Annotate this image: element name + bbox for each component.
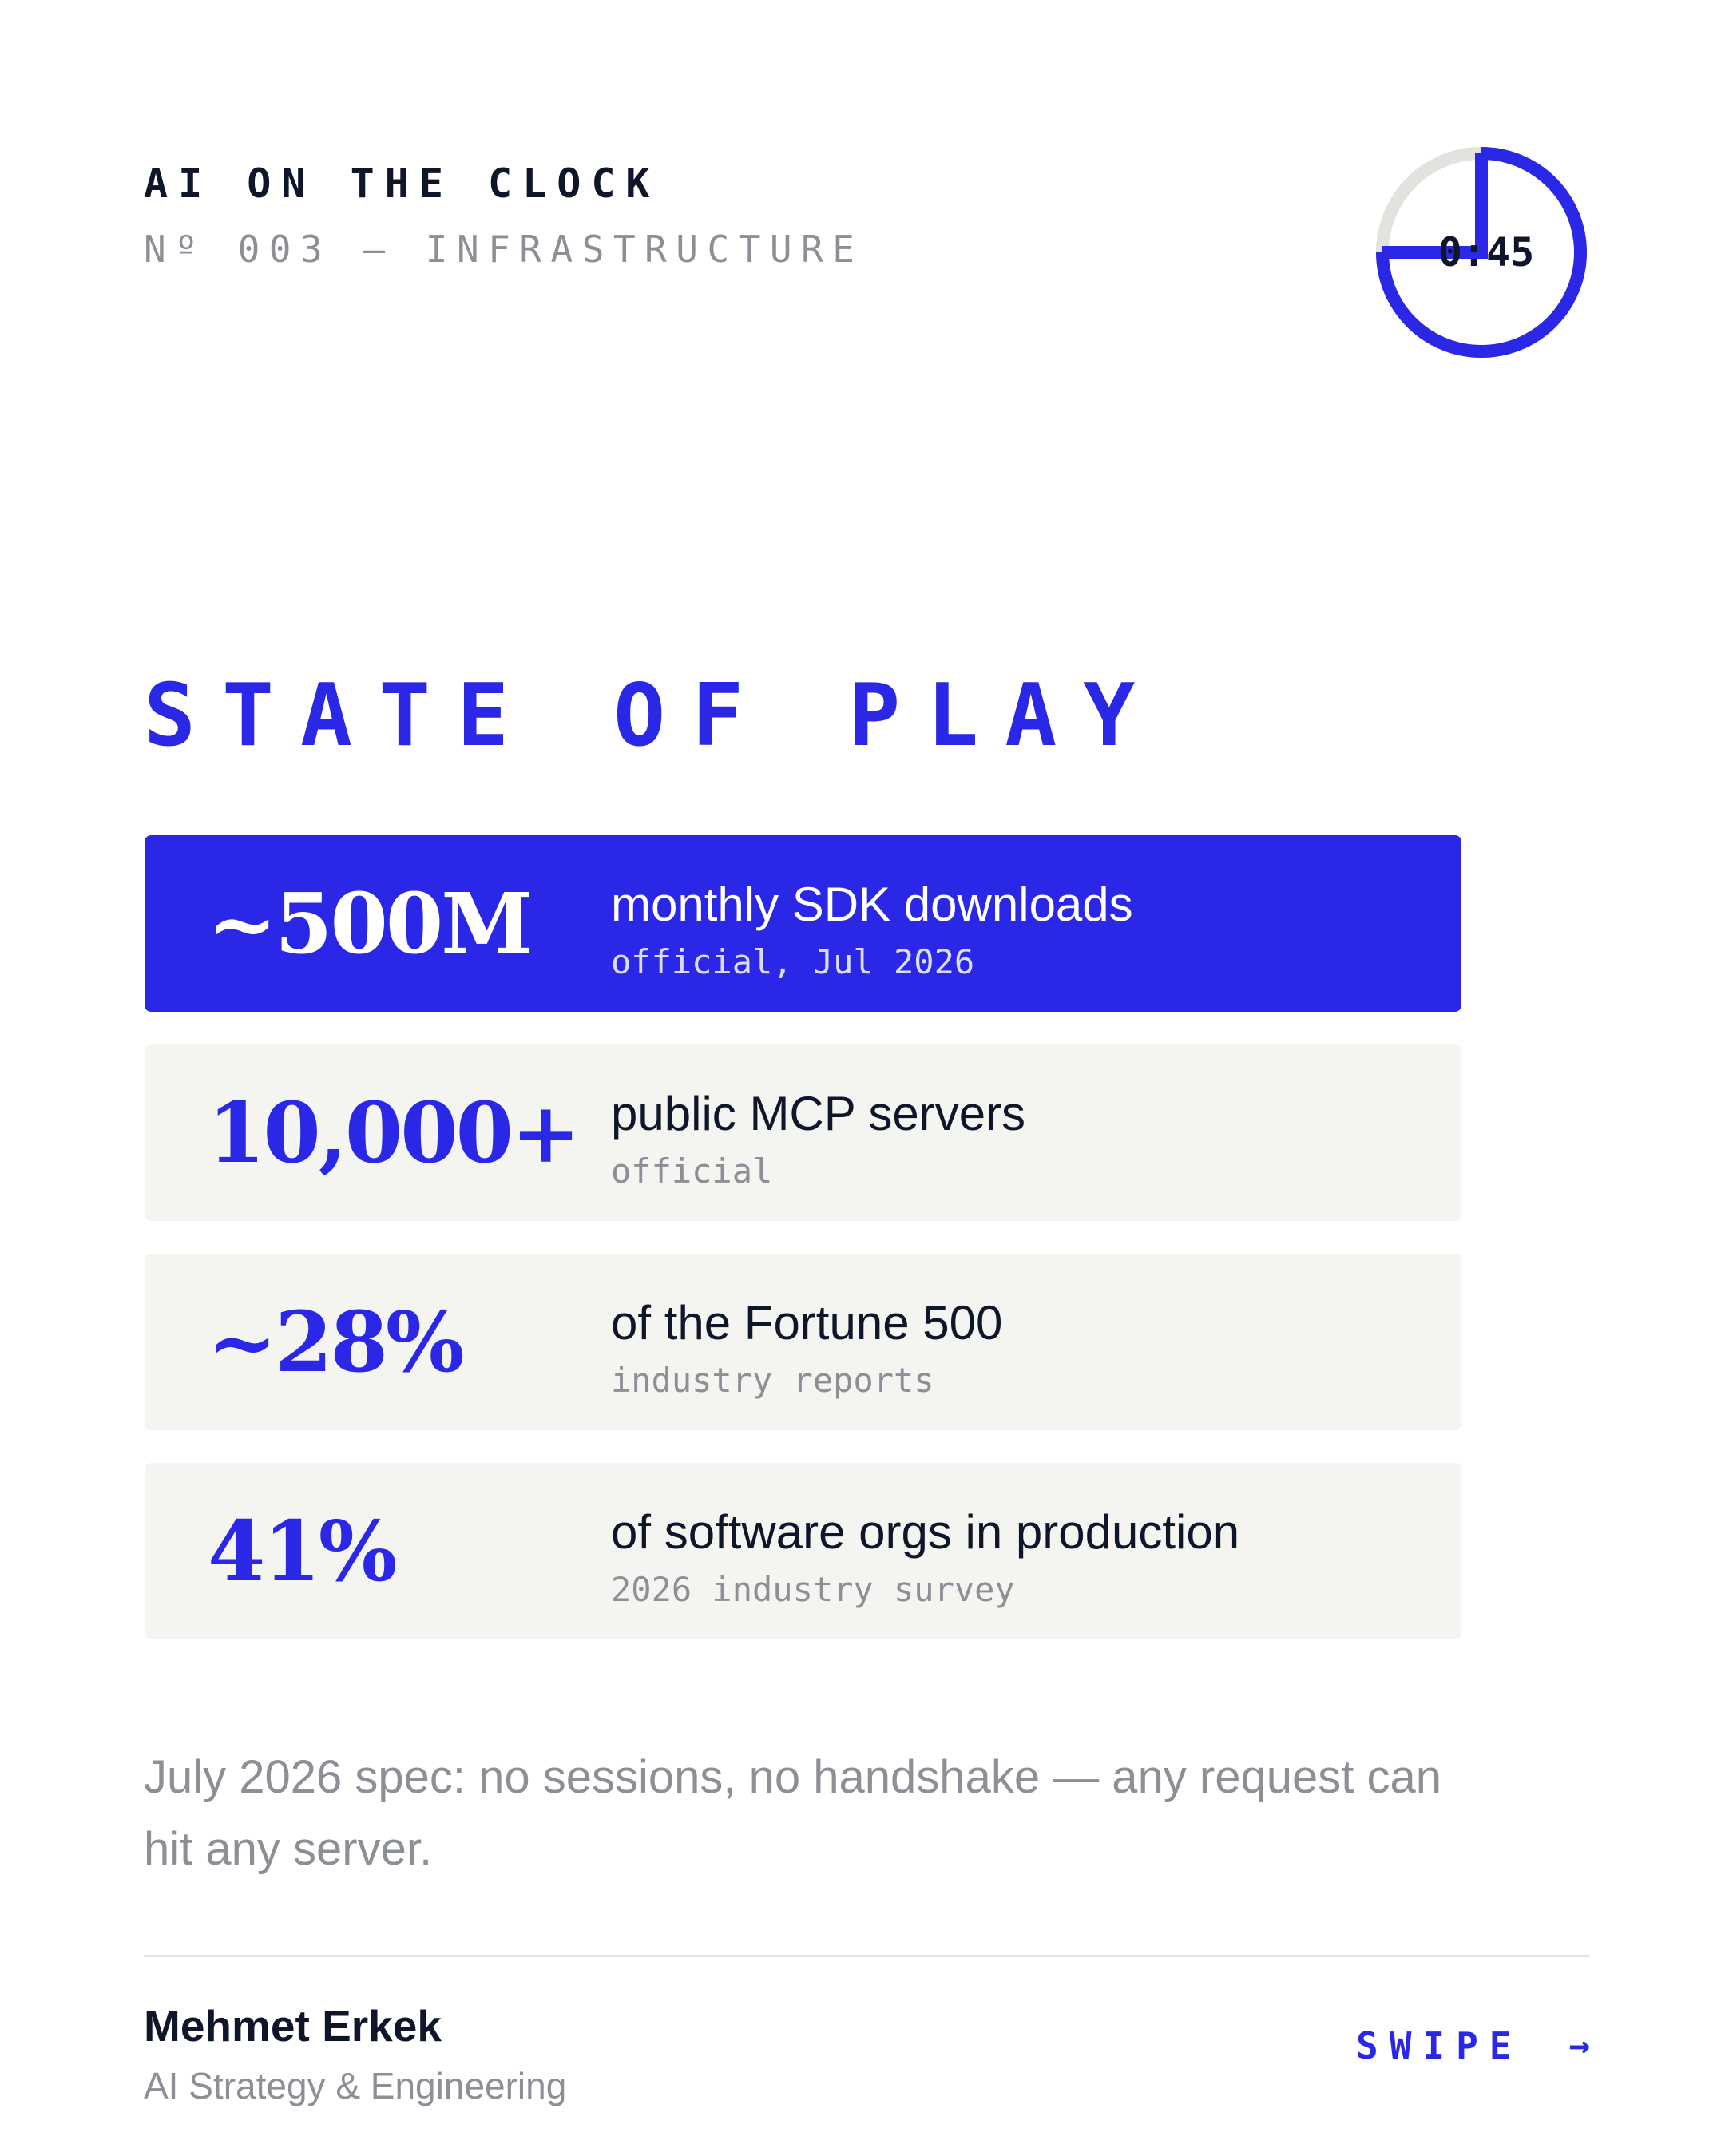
swipe-button[interactable]: SWIPE → (1356, 2023, 1590, 2068)
stat-value: 10,000+ (208, 1084, 581, 1182)
stat-card: 10,000+ public MCP servers official (145, 1044, 1461, 1221)
stat-source: official (611, 1151, 773, 1191)
timer: 0:45 (1373, 144, 1590, 361)
stat-label: public MCP servers (611, 1087, 1026, 1140)
stat-label: of the Fortune 500 (611, 1296, 1003, 1349)
series-title: AI ON THE CLOCK (144, 161, 660, 207)
stat-label: of software orgs in production (611, 1505, 1240, 1559)
author-name: Mehmet Erkek (144, 2001, 442, 2051)
stat-source: official, Jul 2026 (611, 942, 975, 981)
timer-progress-arc (1376, 147, 1587, 358)
footnote: July 2026 spec: no sessions, no handshak… (144, 1751, 1442, 1875)
stat-card: 41% of software orgs in production 2026 … (145, 1463, 1461, 1639)
stat-value: ~500M (208, 874, 533, 973)
timer-label: 0:45 (1438, 229, 1535, 275)
stat-value: 41% (208, 1502, 398, 1600)
footer-divider (144, 1955, 1590, 1957)
stat-source: industry reports (611, 1361, 934, 1400)
arrow-right-icon: → (1568, 2025, 1591, 2066)
issue-line: Nº 003 — INFRASTRUCTURE (144, 228, 864, 271)
stat-value: ~28% (208, 1293, 465, 1391)
stat-label: monthly SDK downloads (611, 878, 1133, 931)
stat-card: ~28% of the Fortune 500 industry reports (145, 1254, 1461, 1430)
timer-dial-icon (1376, 147, 1587, 358)
stat-source: 2026 industry survey (611, 1570, 1015, 1609)
section-title: STATE OF PLAY (144, 666, 1162, 766)
author-role: AI Strategy & Engineering (144, 2065, 567, 2106)
swipe-label: SWIPE (1356, 2024, 1523, 2067)
stat-card: ~500M monthly SDK downloads official, Ju… (145, 835, 1461, 1012)
stats-list: ~500M monthly SDK downloads official, Ju… (145, 835, 1461, 1672)
